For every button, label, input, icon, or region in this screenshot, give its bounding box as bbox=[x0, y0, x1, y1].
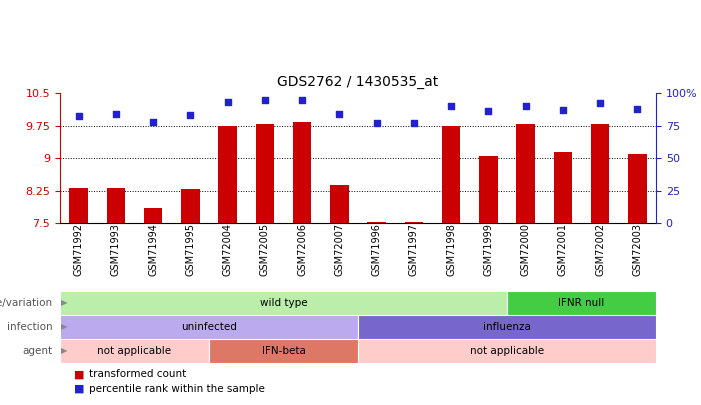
Text: GSM71995: GSM71995 bbox=[185, 223, 196, 276]
Bar bbox=[69, 188, 88, 223]
Point bbox=[147, 118, 158, 125]
Bar bbox=[367, 222, 386, 223]
Bar bbox=[293, 122, 311, 223]
Text: uninfected: uninfected bbox=[181, 322, 237, 332]
Text: not applicable: not applicable bbox=[97, 346, 172, 356]
Text: GSM72001: GSM72001 bbox=[558, 223, 568, 276]
Text: GSM72002: GSM72002 bbox=[595, 223, 605, 276]
Bar bbox=[591, 124, 609, 223]
Text: infection: infection bbox=[8, 322, 53, 332]
Bar bbox=[628, 153, 647, 223]
Bar bbox=[144, 208, 163, 223]
Text: ▶: ▶ bbox=[62, 298, 68, 307]
Point bbox=[297, 96, 308, 103]
Text: GSM71992: GSM71992 bbox=[74, 223, 83, 276]
Text: GSM72003: GSM72003 bbox=[632, 223, 642, 276]
Bar bbox=[554, 151, 572, 223]
Bar bbox=[404, 222, 423, 223]
Bar bbox=[358, 339, 656, 363]
Text: GSM72000: GSM72000 bbox=[521, 223, 531, 276]
Text: genotype/variation: genotype/variation bbox=[0, 298, 53, 308]
Text: GSM72004: GSM72004 bbox=[223, 223, 233, 276]
Text: GSM71997: GSM71997 bbox=[409, 223, 419, 276]
Text: ▶: ▶ bbox=[62, 347, 68, 356]
Text: GSM71999: GSM71999 bbox=[484, 223, 494, 276]
Point bbox=[520, 103, 531, 109]
Title: GDS2762 / 1430535_at: GDS2762 / 1430535_at bbox=[278, 75, 439, 89]
Point bbox=[408, 119, 419, 126]
Text: IFN-beta: IFN-beta bbox=[261, 346, 306, 356]
Point bbox=[185, 112, 196, 118]
Point bbox=[222, 99, 233, 105]
Text: ▶: ▶ bbox=[62, 322, 68, 332]
Point bbox=[446, 103, 457, 109]
Bar bbox=[442, 126, 461, 223]
Text: GSM71994: GSM71994 bbox=[148, 223, 158, 276]
Text: influenza: influenza bbox=[483, 322, 531, 332]
Bar bbox=[60, 291, 507, 315]
Bar bbox=[60, 315, 358, 339]
Text: GSM72005: GSM72005 bbox=[260, 223, 270, 276]
Text: ■: ■ bbox=[74, 384, 85, 394]
Text: transformed count: transformed count bbox=[90, 369, 186, 379]
Point bbox=[483, 108, 494, 115]
Bar bbox=[517, 124, 535, 223]
Point bbox=[259, 96, 271, 103]
Point bbox=[73, 113, 84, 119]
Bar bbox=[507, 291, 656, 315]
Text: wild type: wild type bbox=[259, 298, 307, 308]
Point bbox=[557, 107, 569, 113]
Bar bbox=[479, 156, 498, 223]
Text: GSM71996: GSM71996 bbox=[372, 223, 381, 276]
Bar bbox=[330, 185, 348, 223]
Point bbox=[632, 105, 643, 112]
Point bbox=[334, 111, 345, 117]
Point bbox=[594, 100, 606, 107]
Text: GSM71993: GSM71993 bbox=[111, 223, 121, 276]
Bar bbox=[358, 315, 656, 339]
Text: agent: agent bbox=[23, 346, 53, 356]
Bar bbox=[218, 126, 237, 223]
Bar bbox=[256, 124, 274, 223]
Text: percentile rank within the sample: percentile rank within the sample bbox=[90, 384, 265, 394]
Text: GSM72006: GSM72006 bbox=[297, 223, 307, 276]
Bar bbox=[209, 339, 358, 363]
Text: IFNR null: IFNR null bbox=[559, 298, 605, 308]
Point bbox=[110, 111, 121, 117]
Bar bbox=[181, 189, 200, 223]
Bar bbox=[107, 188, 125, 223]
Text: GSM72007: GSM72007 bbox=[334, 223, 344, 276]
Bar bbox=[60, 339, 209, 363]
Text: ■: ■ bbox=[74, 369, 85, 379]
Text: not applicable: not applicable bbox=[470, 346, 544, 356]
Text: GSM71998: GSM71998 bbox=[446, 223, 456, 276]
Point bbox=[371, 119, 382, 126]
